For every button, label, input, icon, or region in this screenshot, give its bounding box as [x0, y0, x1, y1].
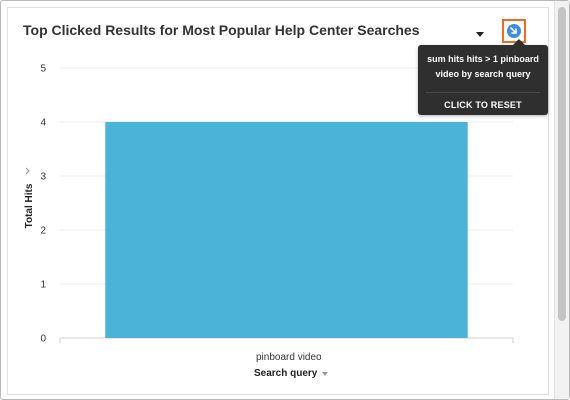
x-axis-title[interactable]: Search query — [254, 368, 328, 379]
vertical-scrollbar[interactable] — [554, 1, 569, 399]
bar[interactable] — [105, 122, 467, 338]
y-axis-title[interactable]: Total Hits — [24, 183, 35, 228]
x-tick-label: pinboard video — [256, 352, 322, 363]
y-tick-label: 0 — [40, 334, 46, 345]
y-tick-label: 1 — [40, 280, 46, 291]
y-tick-label: 5 — [40, 64, 46, 75]
x-axis-title-text: Search query — [254, 368, 317, 379]
y-tick-label: 4 — [40, 118, 46, 129]
chart-card: Top Clicked Results for Most Popular Hel… — [7, 7, 549, 395]
click-to-reset-button[interactable]: CLICK TO RESET — [418, 100, 548, 110]
tooltip-notch — [513, 39, 525, 45]
scrollbar-thumb[interactable] — [558, 7, 566, 321]
tooltip-description: sum hits hits > 1 pinboard video by sear… — [426, 52, 540, 82]
y-tick-label: 3 — [40, 172, 46, 183]
chevron-icon — [26, 168, 29, 174]
filter-tooltip: sum hits hits > 1 pinboard video by sear… — [418, 45, 548, 115]
tooltip-divider — [426, 92, 540, 93]
y-tick-label: 2 — [40, 226, 46, 237]
chevron-down-icon — [322, 372, 328, 376]
